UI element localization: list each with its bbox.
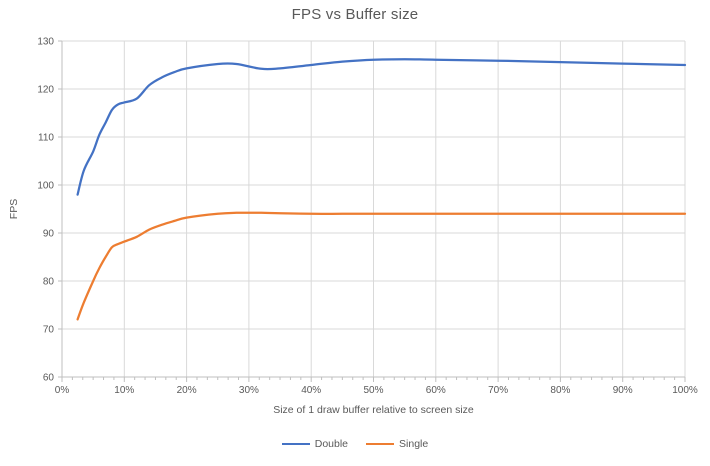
- x-axis-title: Size of 1 draw buffer relative to screen…: [273, 404, 474, 416]
- legend-swatch-single: [366, 442, 395, 446]
- legend-label-double: Double: [314, 438, 349, 450]
- x-tick-label: 0%: [55, 385, 70, 396]
- x-tick-label: 10%: [114, 385, 134, 396]
- y-tick-label: 130: [37, 37, 54, 48]
- x-tick-label: 20%: [177, 385, 197, 396]
- x-tick-label: 30%: [239, 385, 259, 396]
- y-tick-label: 60: [43, 373, 55, 384]
- legend-item-double: Double: [281, 438, 349, 450]
- x-tick-label: 70%: [488, 385, 508, 396]
- legend-item-single: Single: [366, 438, 428, 450]
- y-tick-label: 70: [43, 325, 55, 336]
- x-tick-label: 80%: [550, 385, 570, 396]
- x-tick-label: 100%: [672, 385, 698, 396]
- legend: Double Single: [0, 438, 710, 450]
- series-line-single: [76, 211, 687, 321]
- x-tick-label: 90%: [613, 385, 633, 396]
- x-tick-label: 50%: [363, 385, 383, 396]
- x-tick-label: 60%: [426, 385, 446, 396]
- legend-label-single: Single: [399, 438, 429, 450]
- y-tick-label: 90: [43, 229, 55, 240]
- y-tick-label: 110: [38, 133, 54, 144]
- chart-title: FPS vs Buffer size: [291, 6, 419, 23]
- x-tick-label: 40%: [301, 385, 321, 396]
- series-line-double: [76, 58, 687, 196]
- y-tick-label: 80: [43, 277, 55, 288]
- y-axis-title: FPS: [8, 198, 20, 220]
- y-tick-label: 100: [37, 181, 54, 192]
- y-tick-label: 120: [37, 85, 54, 96]
- legend-swatch-double: [281, 442, 310, 446]
